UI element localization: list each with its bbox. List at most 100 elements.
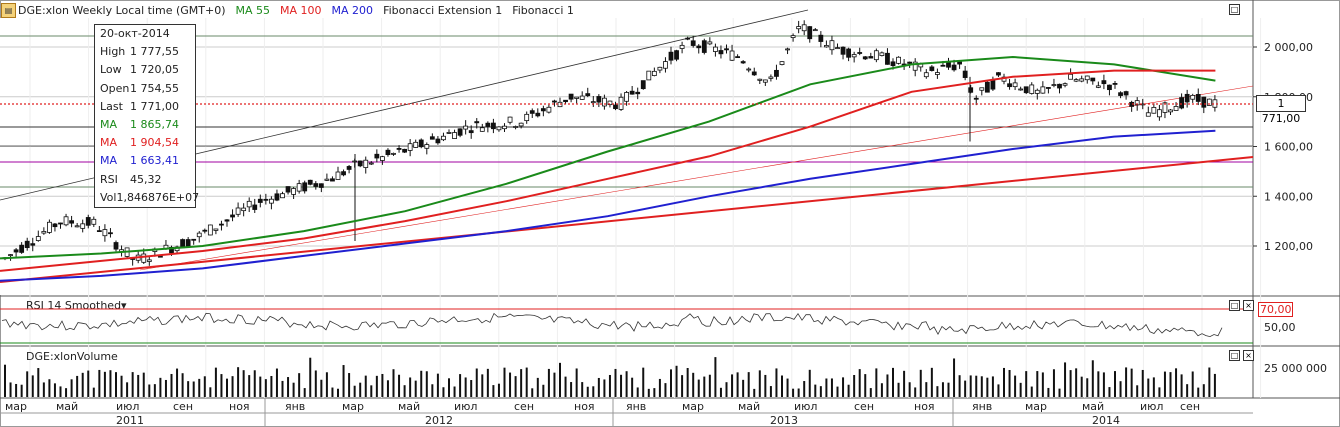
candle-body (862, 56, 868, 60)
month-label: июл (1140, 400, 1163, 413)
candle-body (568, 93, 574, 100)
tooltip-row: Vol 1,846876E+07 (95, 189, 199, 207)
candle-body (96, 230, 102, 233)
candle-body (679, 44, 685, 49)
legend-fib-extension[interactable]: Fibonacci Extension 1 (383, 3, 503, 17)
candle-body (346, 166, 352, 170)
maximize-icon[interactable]: □ (1229, 300, 1240, 311)
candle-body (52, 223, 58, 228)
tooltip-key: MA (100, 117, 118, 131)
candle-body (962, 70, 968, 78)
candle-body (984, 81, 990, 93)
month-label: май (1082, 400, 1104, 413)
candle-body (1029, 84, 1035, 94)
candle-body (1090, 77, 1096, 82)
legend-fibonacci[interactable]: Fibonacci 1 (512, 3, 574, 17)
candle-body (529, 110, 535, 114)
candle-body (141, 253, 147, 263)
close-icon[interactable]: × (1243, 350, 1254, 361)
candle-body (779, 61, 785, 65)
tooltip-date: 20-окт-2014 (100, 27, 170, 40)
candle-body (718, 50, 724, 55)
candle-body (607, 100, 613, 106)
candle-body (774, 69, 779, 77)
candle-body (468, 130, 474, 134)
candle-body (768, 76, 774, 79)
candle-body (785, 48, 790, 51)
chart-type-icon[interactable]: ▤ (1, 2, 16, 18)
candle-body (330, 178, 335, 182)
candle-body (368, 162, 374, 165)
month-label: июл (116, 400, 139, 413)
candle-body (629, 90, 635, 95)
candle-body (585, 93, 591, 97)
candle-body (80, 223, 86, 229)
month-label: май (738, 400, 760, 413)
candle-body (1034, 89, 1040, 94)
volume-tick-label: 25 000 000 (1264, 362, 1327, 375)
tooltip-row: MA 1 904,54 (95, 134, 195, 152)
candle-body (896, 56, 901, 64)
month-label: ноя (229, 400, 250, 413)
candle-body (651, 70, 657, 76)
candle-body (291, 188, 297, 195)
candle-body (463, 125, 469, 130)
rsi-tick-label: 50,00 (1264, 321, 1296, 334)
legend-title[interactable]: DGE:xlon Weekly Local time (GMT+0) (18, 3, 226, 17)
legend-ma55[interactable]: MA 55 (235, 3, 271, 17)
candle-body (452, 132, 457, 139)
candle-body (1179, 97, 1184, 109)
rsi-line (1, 312, 1223, 338)
candle-body (1051, 84, 1057, 86)
maximize-icon[interactable]: □ (1229, 350, 1240, 361)
candle-body (391, 152, 396, 155)
close-icon[interactable]: × (1243, 300, 1254, 311)
candle-body (1018, 88, 1024, 91)
candle-body (257, 198, 263, 203)
candle-body (113, 242, 119, 250)
month-label: янв (972, 400, 992, 413)
candle-body (824, 45, 829, 48)
candle-body (41, 231, 47, 234)
year-label: 2011 (116, 414, 144, 427)
candle-body (35, 236, 41, 241)
candle-body (685, 37, 691, 40)
candle-body (85, 217, 91, 226)
candle-body (690, 40, 696, 46)
candle-body (235, 207, 241, 215)
candle-body (524, 113, 530, 122)
last-price-label: 1 771,00 (1256, 95, 1306, 125)
candle-body (707, 41, 713, 45)
maximize-icon[interactable]: □ (1229, 4, 1240, 15)
candle-body (341, 171, 346, 176)
tooltip-key: Vol (100, 190, 117, 204)
ma-line-3 (0, 129, 1216, 282)
candle-body (435, 138, 441, 144)
candle-body (635, 91, 641, 95)
candle-body (207, 224, 213, 236)
candle-body (263, 198, 269, 201)
ma-line-2 (0, 69, 1216, 272)
candle-body (1151, 106, 1157, 114)
candle-body (252, 204, 258, 210)
price-panel (0, 18, 1253, 295)
candle-body (502, 125, 507, 130)
candle-body (285, 186, 291, 193)
tooltip-value: 1 720,05 (130, 63, 179, 77)
tooltip-key: Open (100, 81, 130, 95)
price-tick-label: 1 200,00 (1264, 240, 1313, 253)
candle-body (8, 254, 13, 256)
candle-body (946, 62, 951, 68)
tooltip-value: 45,32 (130, 172, 162, 186)
candle-body (146, 259, 152, 262)
legend-ma100[interactable]: MA 100 (280, 3, 322, 17)
candle-body (890, 61, 896, 67)
candle-body (191, 238, 197, 241)
candle-body (740, 61, 746, 64)
month-label: сен (173, 400, 193, 413)
candle-body (951, 64, 957, 71)
tooltip-key: RSI (100, 172, 118, 186)
candle-body (1062, 83, 1068, 86)
candle-body (807, 26, 813, 40)
legend-ma200[interactable]: MA 200 (331, 3, 374, 17)
